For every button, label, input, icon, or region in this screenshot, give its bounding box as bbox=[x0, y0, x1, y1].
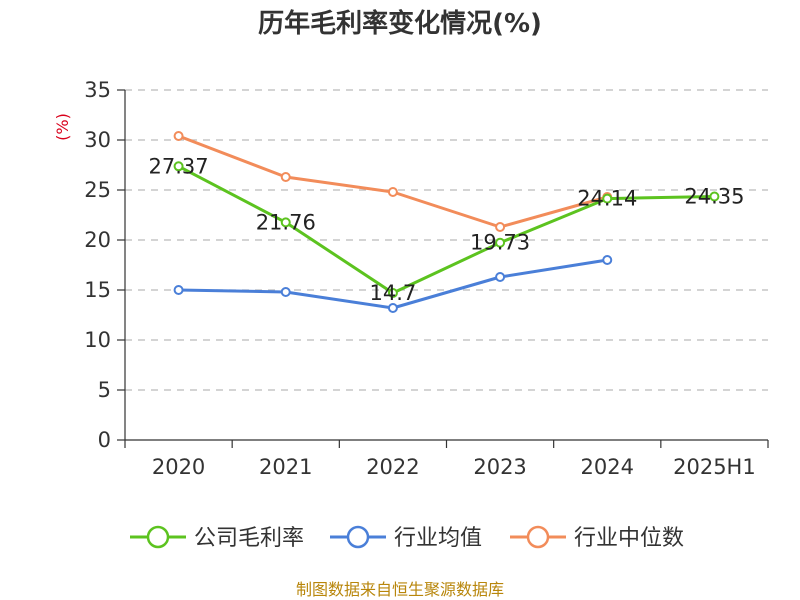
data-label: 24.35 bbox=[684, 185, 744, 209]
x-tick-label: 2022 bbox=[366, 455, 419, 479]
x-tick-label: 2020 bbox=[152, 455, 205, 479]
data-labels: 27.37 21.76 14.7 19.73 24.14 24.35 bbox=[149, 154, 745, 305]
series-point-1 bbox=[387, 303, 398, 313]
series-point-0 bbox=[709, 191, 720, 202]
legend-label: 行业均值 bbox=[394, 526, 482, 551]
legend-marker bbox=[526, 525, 550, 549]
series-layer bbox=[173, 131, 720, 313]
series-point-2 bbox=[387, 187, 398, 197]
series-line-0 bbox=[177, 164, 715, 295]
x-tick-label: 2024 bbox=[581, 455, 634, 479]
axes: 0 5 10 15 20 25 30 35 2020 2021 2022 2023 2024 2025H1 bbox=[84, 78, 769, 479]
legend-label: 行业中位数 bbox=[574, 526, 684, 551]
data-source-note: 制图数据来自恒生聚源数据库 bbox=[296, 580, 504, 599]
y-tick-label: 5 bbox=[98, 378, 111, 402]
x-tick-label: 2021 bbox=[259, 455, 312, 479]
y-tick-label: 20 bbox=[84, 228, 111, 252]
legend-label: 公司毛利率 bbox=[194, 526, 304, 551]
series-point-2 bbox=[495, 222, 506, 232]
y-axis-unit-label: (%) bbox=[53, 113, 72, 141]
chart-title: 历年毛利率变化情况(%) bbox=[258, 8, 542, 39]
data-label: 19.73 bbox=[470, 231, 530, 255]
legend-marker bbox=[146, 525, 170, 549]
y-tick-label: 15 bbox=[84, 278, 111, 302]
y-tick-label: 0 bbox=[98, 428, 111, 452]
series-point-1 bbox=[173, 285, 184, 295]
data-label: 27.37 bbox=[149, 154, 209, 178]
legend-marker bbox=[346, 525, 370, 549]
y-tick-label: 10 bbox=[84, 328, 111, 352]
legend: 公司毛利率 行业均值 行业中位数 bbox=[130, 525, 684, 551]
legend-item: 公司毛利率 bbox=[130, 525, 304, 551]
series-point-0 bbox=[602, 193, 613, 204]
series-point-0 bbox=[173, 161, 184, 172]
y-tick-label: 25 bbox=[84, 178, 111, 202]
series-point-1 bbox=[602, 255, 613, 265]
series-point-0 bbox=[495, 237, 506, 248]
x-tick-label: 2025H1 bbox=[673, 455, 756, 479]
data-label: 21.76 bbox=[256, 210, 316, 234]
y-tick-label: 35 bbox=[84, 78, 111, 102]
series-point-2 bbox=[280, 172, 291, 182]
legend-item: 行业均值 bbox=[330, 525, 482, 551]
x-tick-label: 2023 bbox=[473, 455, 526, 479]
series-point-1 bbox=[280, 287, 291, 297]
series-point-0 bbox=[387, 288, 398, 298]
data-label: 14.7 bbox=[370, 281, 417, 305]
series-point-2 bbox=[173, 131, 184, 141]
data-label: 24.14 bbox=[577, 187, 637, 211]
series-point-1 bbox=[495, 272, 506, 282]
series-point-0 bbox=[280, 217, 291, 228]
series-line-2 bbox=[178, 134, 608, 229]
y-tick-label: 30 bbox=[84, 128, 111, 152]
legend-item: 行业中位数 bbox=[510, 525, 684, 551]
grid bbox=[125, 89, 768, 391]
